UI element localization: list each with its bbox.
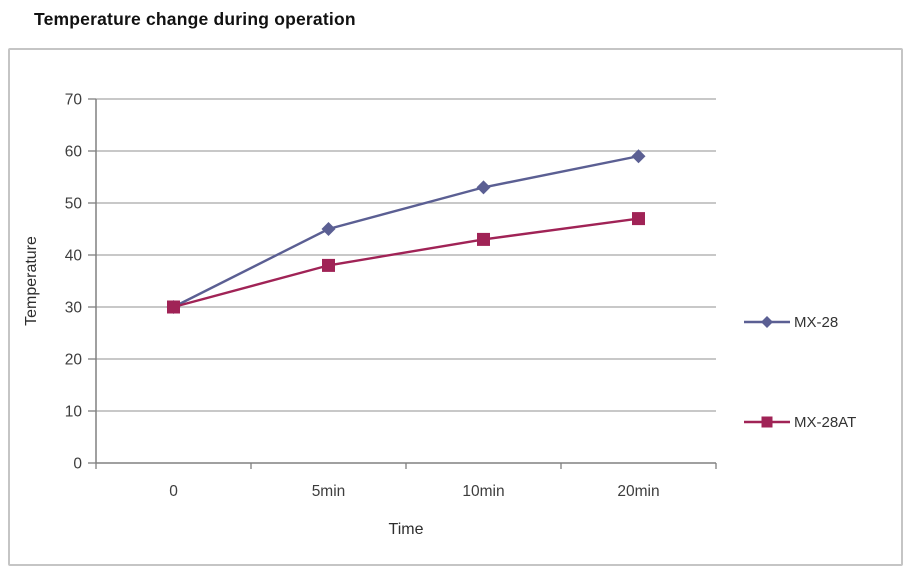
svg-text:20min: 20min: [617, 483, 659, 500]
legend-marker-mx-28-icon: [744, 316, 790, 328]
svg-text:10min: 10min: [462, 483, 504, 500]
chart-title: Temperature change during operation: [34, 9, 356, 29]
legend-item-mx-28: MX-28: [743, 312, 838, 332]
svg-text:40: 40: [65, 248, 83, 265]
svg-text:10: 10: [65, 404, 83, 421]
legend-label-mx-28: MX-28: [794, 313, 839, 331]
chart-frame: 0 10 20 30 40 50 60 70 0 5min 10min 20min Time Temper…: [8, 48, 903, 566]
chart-canvas: 0 10 20 30 40 50 60 70 0 5min 10min 20min Time Temper…: [23, 92, 717, 538]
svg-text:5min: 5min: [312, 483, 346, 500]
svg-text:0: 0: [73, 456, 82, 473]
svg-text:20: 20: [65, 352, 83, 369]
legend-label-mx-28at: MX-28AT: [794, 413, 857, 431]
svg-text:50: 50: [65, 196, 83, 213]
legend-item-mx-28at: MX-28AT: [743, 412, 856, 432]
svg-text:70: 70: [65, 92, 83, 109]
svg-text:Temperature: Temperature: [23, 236, 40, 326]
svg-text:30: 30: [65, 300, 83, 317]
svg-text:Time: Time: [389, 521, 424, 538]
legend-marker-mx-28at-icon: [744, 416, 790, 428]
svg-text:60: 60: [65, 144, 83, 161]
svg-text:0: 0: [169, 483, 178, 500]
